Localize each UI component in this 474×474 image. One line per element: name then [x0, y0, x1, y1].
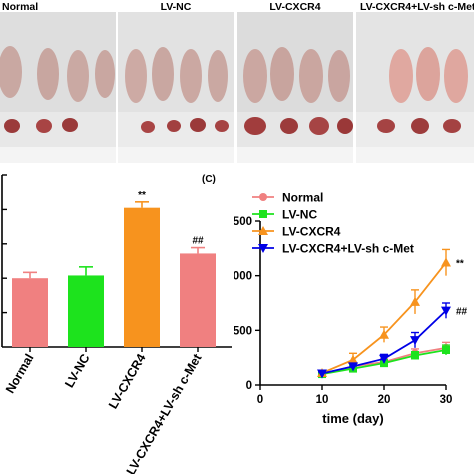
series-1-point-4 [442, 346, 450, 355]
photo-panel-lv-cxcr4-sh: LV-CXCR4+LV-sh c-Met [356, 0, 474, 163]
photo-label-lv-nc: LV-NC [160, 1, 192, 13]
legend-marker-2 [258, 226, 268, 235]
series-3-point-0 [317, 369, 327, 379]
x-tick-label-1: 10 [316, 394, 329, 406]
line-chart: 0500100015000102030time (day)Tumor volum… [234, 191, 468, 427]
x-tick-label-0: 0 [257, 394, 263, 406]
legend-label-0: Normal [282, 191, 323, 205]
panel-c-label: (C) [202, 174, 216, 185]
series-2-point-1 [348, 354, 358, 364]
bar-1 [68, 275, 104, 347]
legend-marker-3 [258, 244, 268, 253]
legend-marker-0 [259, 193, 267, 201]
series-2-point-4 [441, 257, 451, 267]
bar-0 [12, 278, 48, 347]
legend-marker-1 [259, 210, 267, 218]
series-1-point-3 [411, 351, 419, 360]
y-tick-label-3: 1500 [234, 216, 252, 228]
x-tick-label-2: LV-CXCR4 [106, 351, 149, 411]
series-3-point-1 [348, 362, 358, 372]
significance-label-3: ## [192, 236, 204, 247]
y-tick-label-1: 500 [234, 325, 252, 337]
bar-chart: Normal LV-NC**LV-CXCR4##LV-CXCR4+LV-sh c-… [1, 174, 232, 474]
photo-label-lv-cxcr4-sh: LV-CXCR4+LV-sh c-Met [360, 1, 474, 13]
photo-lv-nc [118, 12, 234, 163]
legend-label-3: LV-CXCR4+LV-sh c-Met [282, 242, 414, 256]
legend-label-2: LV-CXCR4 [282, 225, 341, 239]
bar-2 [124, 207, 160, 347]
photo-label-normal: Normal [2, 1, 39, 13]
mouse-photo-row: Normal LV-NC [0, 0, 474, 163]
series-2-point-3 [410, 296, 420, 306]
x-tick-label-2: 20 [378, 394, 391, 406]
bar-3 [180, 253, 216, 347]
series-annotation-1: ## [456, 307, 468, 318]
x-axis-label: time (day) [322, 411, 383, 426]
photo-label-lv-cxcr4: LV-CXCR4 [269, 1, 321, 13]
series-2-point-2 [379, 329, 389, 339]
photo-panel-lv-nc: LV-NC [118, 0, 234, 163]
photo-lv-cxcr4 [237, 12, 353, 163]
y-tick-label-2: 1000 [234, 271, 252, 283]
photo-lv-cxcr4-sh [356, 12, 474, 163]
y-tick-label-0: 0 [246, 380, 252, 392]
legend-label-1: LV-NC [282, 208, 317, 222]
x-tick-label-1: LV-NC [62, 352, 92, 391]
series-3-point-2 [379, 354, 389, 364]
series-3-point-4 [441, 306, 451, 316]
significance-label-2: ** [138, 190, 146, 201]
x-tick-label-3: 30 [440, 394, 453, 406]
photo-panel-normal: Normal [0, 0, 116, 163]
series-annotation-0: ** [456, 259, 464, 270]
photo-normal [0, 12, 116, 163]
x-tick-label-0: Normal [3, 352, 37, 396]
series-3-point-3 [410, 336, 420, 346]
photo-panel-lv-cxcr4: LV-CXCR4 [237, 0, 353, 163]
